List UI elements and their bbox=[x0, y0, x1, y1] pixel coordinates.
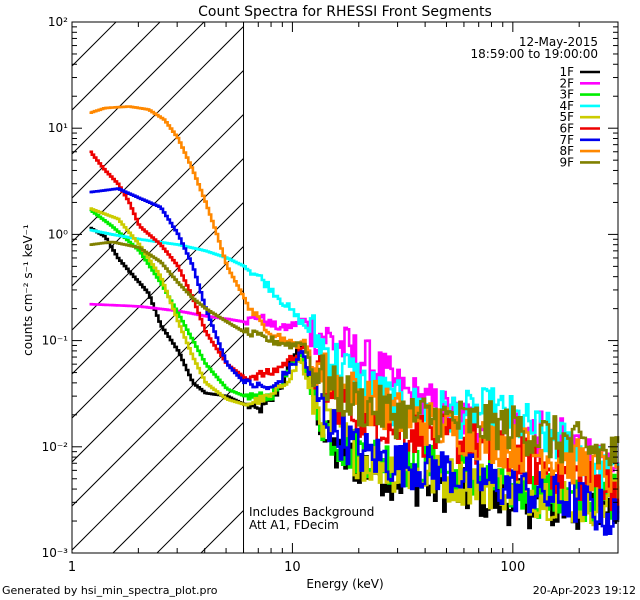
y-tick-label: 10² bbox=[48, 15, 68, 29]
series-line-6F bbox=[89, 150, 620, 514]
series-line-7F bbox=[89, 187, 620, 536]
y-axis: 10⁻³ 10⁻² 10⁻¹ 10⁰ 10¹ 10² counts cm⁻² s… bbox=[21, 15, 68, 560]
x-axis: 1 10 100 Energy (keV) bbox=[68, 560, 525, 591]
hatch-line bbox=[72, 22, 205, 155]
hatch-line bbox=[72, 377, 244, 551]
x-tick-label: 1 bbox=[68, 560, 76, 575]
footer-timestamp: 20-Apr-2023 19:12 bbox=[533, 584, 636, 597]
plot-frame bbox=[71, 21, 619, 554]
series-group bbox=[89, 105, 620, 536]
annotation-line: Att A1, FDecim bbox=[249, 518, 339, 532]
legend-label: 9F bbox=[559, 155, 574, 169]
hatch-line bbox=[72, 25, 244, 199]
annotation-line: Includes Background bbox=[249, 505, 374, 519]
legend-label: 4F bbox=[559, 99, 574, 113]
date-label: 12-May-2015 bbox=[519, 35, 598, 49]
legend-label: 3F bbox=[559, 88, 574, 102]
x-tick-label: 10 bbox=[284, 560, 301, 575]
hatch-line bbox=[72, 333, 244, 507]
y-tick-label: 10⁰ bbox=[48, 227, 68, 241]
hatch-line bbox=[72, 245, 244, 419]
annotation: Includes Background Att A1, FDecim bbox=[249, 505, 374, 532]
y-tick-label: 10⁻³ bbox=[42, 546, 69, 560]
y-tick-label: 10¹ bbox=[48, 121, 68, 135]
legend-label: 5F bbox=[559, 110, 574, 124]
axis-ticks bbox=[71, 21, 619, 554]
hatch-line bbox=[112, 421, 244, 553]
hatch-line bbox=[72, 69, 244, 243]
hatched-region bbox=[72, 22, 245, 553]
hatch-line bbox=[72, 201, 244, 375]
info-block: 12-May-2015 18:59:00 to 19:00:00 bbox=[471, 35, 598, 61]
legend-label: 1F bbox=[559, 65, 574, 79]
y-axis-label: counts cm⁻² s⁻¹ keV⁻¹ bbox=[21, 224, 35, 356]
x-tick-label: 100 bbox=[500, 560, 525, 575]
footer-generator: Generated by hsi_min_spectra_plot.pro bbox=[2, 584, 218, 597]
series-line-9F bbox=[89, 240, 620, 467]
legend-label: 8F bbox=[559, 144, 574, 158]
x-axis-label: Energy (keV) bbox=[306, 577, 383, 591]
time-range-label: 18:59:00 to 19:00:00 bbox=[471, 47, 598, 61]
hatch-line bbox=[72, 157, 244, 331]
chart-title: Count Spectra for RHESSI Front Segments bbox=[198, 4, 492, 20]
y-tick-label: 10⁻² bbox=[42, 440, 69, 454]
legend-label: 7F bbox=[559, 133, 574, 147]
legend-label: 6F bbox=[559, 122, 574, 136]
y-tick-label: 10⁻¹ bbox=[42, 334, 69, 348]
legend-label: 2F bbox=[559, 76, 574, 90]
